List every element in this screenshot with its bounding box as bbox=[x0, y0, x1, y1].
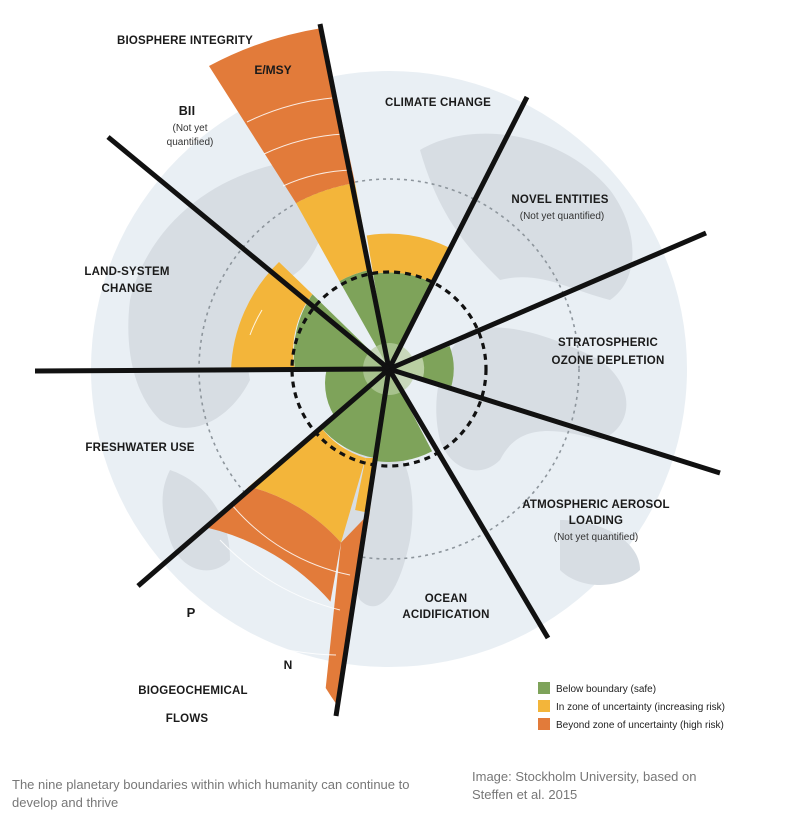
credit-line-2: Steffen et al. 2015 bbox=[472, 787, 578, 802]
label-bii-sub-1: (Not yet bbox=[172, 123, 207, 134]
label-bii-sub-2: quantified) bbox=[167, 137, 214, 148]
wedge-biosphere-uncertainty bbox=[296, 183, 371, 282]
legend-swatch-high-risk bbox=[538, 718, 550, 730]
label-novel-entities: NOVEL ENTITIES bbox=[511, 194, 608, 206]
safe-operating-space-boundary bbox=[290, 270, 488, 468]
boundary-axes bbox=[34, 23, 721, 717]
label-aerosol-2: LOADING bbox=[569, 515, 623, 527]
credit-line-1: Image: Stockholm University, based on bbox=[472, 769, 697, 784]
label-biogeochemical-1: BIOGEOCHEMICAL bbox=[138, 685, 248, 697]
wedge-climate-change-uncertainty bbox=[366, 233, 450, 283]
wedge-biogeochemical-safe bbox=[319, 369, 389, 458]
label-emsy: E/MSY bbox=[254, 63, 291, 77]
label-aerosol-sub: (Not yet quantified) bbox=[554, 532, 639, 543]
label-ozone-1: STRATOSPHERIC bbox=[558, 337, 658, 349]
wedge-biosphere-high bbox=[209, 28, 355, 203]
legend-swatch-uncertainty bbox=[538, 700, 550, 712]
wedge-biogeochemical-p-uncertainty bbox=[248, 426, 366, 543]
boundary-labels: BIOSPHERE INTEGRITY E/MSY BII (Not yet q… bbox=[84, 35, 669, 725]
label-ocean-1: OCEAN bbox=[425, 593, 468, 605]
wedge-biosphere-safe bbox=[339, 269, 389, 369]
legend-swatch-safe bbox=[538, 682, 550, 694]
planetary-boundaries-diagram: BIOSPHERE INTEGRITY E/MSY BII (Not yet q… bbox=[34, 23, 725, 731]
label-biogeochemical-2: FLOWS bbox=[166, 713, 209, 725]
legend-label-uncertainty: In zone of uncertainty (increasing risk) bbox=[556, 702, 725, 713]
label-biosphere-integrity: BIOSPHERE INTEGRITY bbox=[117, 35, 253, 47]
label-freshwater-use: FRESHWATER USE bbox=[85, 442, 194, 454]
wedge-biogeochemical-p-high bbox=[207, 486, 341, 602]
label-n: N bbox=[284, 658, 293, 672]
label-novel-entities-sub: (Not yet quantified) bbox=[520, 211, 605, 222]
legend-label-safe: Below boundary (safe) bbox=[556, 684, 656, 695]
figure-caption: The nine planetary boundaries within whi… bbox=[12, 776, 452, 812]
label-land-system-1: LAND-SYSTEM bbox=[84, 266, 169, 278]
wedge-division-arcs bbox=[219, 97, 353, 656]
caption-line-1: The nine planetary boundaries within whi… bbox=[12, 777, 410, 792]
image-credit: Image: Stockholm University, based on St… bbox=[472, 768, 792, 804]
legend-label-high-risk: Beyond zone of uncertainty (high risk) bbox=[556, 720, 724, 731]
label-ozone-2: OZONE DEPLETION bbox=[552, 355, 665, 367]
label-ocean-2: ACIDIFICATION bbox=[402, 609, 489, 621]
label-aerosol-1: ATMOSPHERIC AEROSOL bbox=[522, 499, 670, 511]
label-bii: BII bbox=[179, 104, 196, 118]
legend: Below boundary (safe) In zone of uncerta… bbox=[538, 682, 725, 731]
label-p: P bbox=[187, 605, 196, 620]
caption-line-2: develop and thrive bbox=[12, 795, 119, 810]
label-land-system-2: CHANGE bbox=[101, 283, 152, 295]
label-climate-change: CLIMATE CHANGE bbox=[385, 97, 491, 109]
world-map-background bbox=[128, 133, 640, 607]
